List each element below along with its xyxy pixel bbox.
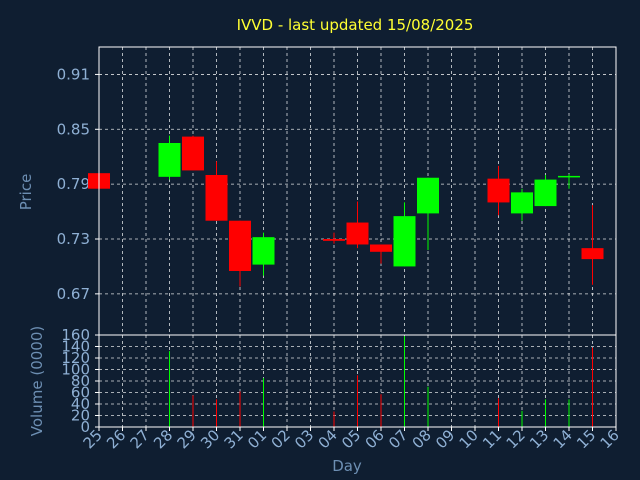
price-tick-label: 0.91 [57,65,90,83]
candles [88,135,604,287]
volume-bars [169,336,593,427]
x-tick-label: 01 [244,426,270,452]
x-tick-label: 09 [432,426,458,452]
x-tick-label: 11 [479,426,505,452]
volume-panel-frame [98,334,617,428]
chart-title: IVVD - last updated 15/08/2025 [237,16,474,34]
candle-body [417,177,439,214]
volume-axis-label: Volume (0000) [28,326,46,436]
candle-body [252,237,275,265]
price-tick-label: 0.79 [57,175,90,193]
x-tick-label: 02 [268,426,294,452]
candle-08 [417,177,439,250]
candle-body [581,248,604,260]
x-tick-label: 26 [103,426,129,452]
x-tick-label: 03 [291,426,317,452]
candle-14 [558,174,580,189]
candle-31 [229,220,251,287]
x-tick-label: 15 [573,426,599,452]
price-y-ticks: 0.91 0.85 0.79 0.73 0.67 [57,65,99,303]
candle-04 [323,232,345,244]
x-ticks: 2526272829303101020304050607080910111213… [80,426,623,452]
x-tick-label: 14 [550,426,576,452]
volume-tick-label: 0 [80,418,90,436]
candle-06 [370,244,392,264]
x-tick-label: 13 [526,426,552,452]
candle-body [393,216,416,267]
x-tick-label: 30 [197,426,223,452]
candle-body [182,136,204,171]
volume-tick-label: 160 [61,326,90,344]
candle-body [487,178,510,203]
candle-28 [158,135,181,180]
candle-body [205,175,228,221]
x-tick-label: 16 [597,426,623,452]
candle-body [534,179,557,207]
candle-body [511,192,533,214]
candle-body [323,239,345,241]
price-tick-label: 0.85 [57,120,90,138]
x-tick-label: 10 [456,426,482,452]
price-tick-label: 0.67 [57,285,90,303]
price-tick-label: 0.73 [57,230,90,248]
volume-tick-label: 60 [71,384,90,402]
x-tick-label: 06 [362,426,388,452]
candle-body [229,220,251,271]
candle-13 [534,175,557,207]
x-axis-label: Day [332,457,362,475]
x-tick-label: 07 [385,426,411,452]
volume-tick-label: 100 [61,361,90,379]
volume-tick-label: 140 [61,338,90,356]
candle-01 [252,232,275,276]
candle-05 [346,201,369,249]
candle-11 [487,165,510,216]
x-tick-label: 31 [221,426,247,452]
volume-tick-label: 40 [71,395,90,413]
volume-tick-label: 80 [71,372,90,390]
x-tick-label: 29 [174,426,200,452]
x-tick-label: 08 [409,426,435,452]
candle-body [558,175,580,178]
x-tick-label: 12 [503,426,529,452]
volume-tick-label: 120 [61,349,90,367]
x-tick-label: 28 [150,426,176,452]
candle-15 [581,205,604,285]
candle-29 [182,135,204,171]
price-axis-label: Price [17,174,35,211]
candle-12 [511,188,533,221]
candle-body [370,244,392,252]
x-tick-label: 05 [338,426,364,452]
candle-body [158,143,181,177]
candle-body [346,222,369,245]
candle-30 [205,161,228,221]
x-tick-label: 04 [315,426,341,452]
candle-07 [393,202,416,267]
volume-tick-label: 20 [71,407,90,425]
x-tick-label: 27 [127,426,153,452]
